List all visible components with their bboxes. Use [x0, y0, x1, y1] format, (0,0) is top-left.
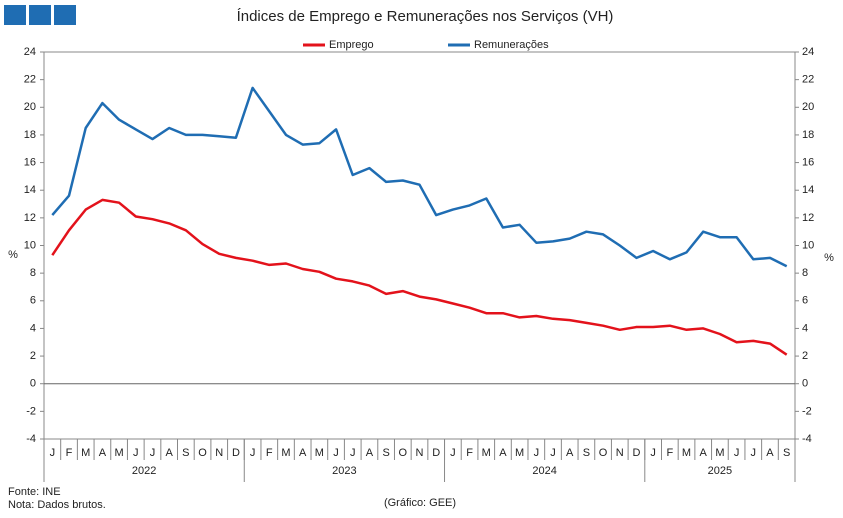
logo-block — [54, 5, 76, 25]
x-tick-label: A — [499, 447, 507, 459]
y-tick-label: -2 — [26, 405, 36, 417]
year-label: 2023 — [332, 465, 356, 477]
y2-tick-label: 10 — [802, 239, 814, 251]
x-tick-label: A — [165, 447, 173, 459]
x-tick-label: A — [700, 447, 708, 459]
y2-tick-label: -4 — [802, 433, 812, 445]
y2-tick-label: 22 — [802, 74, 814, 86]
y-tick-label: 10 — [24, 239, 36, 251]
note: Nota: Dados brutos. — [8, 499, 106, 511]
y-tick-label: 20 — [24, 101, 36, 113]
year-label: 2025 — [708, 465, 732, 477]
y-tick-label: 8 — [30, 267, 36, 279]
y2-tick-label: 18 — [802, 129, 814, 141]
series-line — [51, 86, 788, 268]
x-tick-label: A — [299, 447, 307, 459]
x-tick-label: J — [650, 447, 656, 459]
legend-label: Emprego — [329, 39, 374, 51]
x-tick-label: M — [115, 447, 124, 459]
x-tick-label: S — [583, 447, 590, 459]
x-tick-label: D — [632, 447, 640, 459]
y2-tick-label: 16 — [802, 156, 814, 168]
x-tick-label: S — [382, 447, 389, 459]
y2-tick-label: 4 — [802, 322, 808, 334]
y-tick-label: 6 — [30, 295, 36, 307]
y-tick-label: 16 — [24, 156, 36, 168]
source: Fonte: INE — [8, 486, 61, 498]
x-tick-label: M — [515, 447, 524, 459]
x-tick-label: M — [281, 447, 290, 459]
x-tick-label: F — [666, 447, 673, 459]
x-tick-label: J — [150, 447, 156, 459]
logo-block — [29, 5, 51, 25]
x-tick-label: J — [350, 447, 356, 459]
x-tick-label: O — [399, 447, 408, 459]
x-tick-label: J — [734, 447, 740, 459]
y2-tick-label: 12 — [802, 212, 814, 224]
x-tick-label: D — [432, 447, 440, 459]
y2-tick-label: 2 — [802, 350, 808, 362]
chart-title: Índices de Emprego e Remunerações nos Se… — [237, 8, 614, 25]
x-tick-label: A — [99, 447, 107, 459]
y-tick-label: 4 — [30, 322, 36, 334]
y-tick-label: 0 — [30, 378, 36, 390]
year-label: 2022 — [132, 465, 156, 477]
y-tick-label: 18 — [24, 129, 36, 141]
y-tick-label: 12 — [24, 212, 36, 224]
y2-tick-label: -2 — [802, 405, 812, 417]
x-tick-label: J — [250, 447, 256, 459]
x-tick-label: S — [783, 447, 790, 459]
x-tick-label: A — [366, 447, 374, 459]
x-tick-label: A — [766, 447, 774, 459]
x-tick-label: N — [416, 447, 424, 459]
year-label: 2024 — [532, 465, 556, 477]
y-tick-label: 2 — [30, 350, 36, 362]
x-tick-label: J — [450, 447, 456, 459]
legend-label: Remunerações — [474, 39, 549, 51]
x-tick-label: O — [599, 447, 608, 459]
y-tick-label: 14 — [24, 184, 36, 196]
x-tick-label: D — [232, 447, 240, 459]
credit: (Gráfico: GEE) — [384, 497, 456, 509]
x-tick-label: J — [133, 447, 139, 459]
y2-axis-label: % — [824, 252, 834, 264]
x-tick-label: N — [215, 447, 223, 459]
logo-block — [4, 5, 26, 25]
x-tick-label: F — [66, 447, 73, 459]
y2-tick-label: 14 — [802, 184, 814, 196]
y-axis-label: % — [8, 249, 18, 261]
x-tick-label: N — [616, 447, 624, 459]
series-line — [51, 198, 788, 356]
y-tick-label: 22 — [24, 74, 36, 86]
plot-frame — [43, 51, 796, 440]
x-tick-label: S — [182, 447, 189, 459]
x-tick-label: J — [550, 447, 556, 459]
y-tick-label: 24 — [24, 46, 36, 58]
x-tick-label: A — [566, 447, 574, 459]
x-tick-label: F — [466, 447, 473, 459]
x-tick-label: F — [266, 447, 273, 459]
x-tick-label: J — [50, 447, 56, 459]
x-tick-label: M — [81, 447, 90, 459]
x-tick-label: M — [682, 447, 691, 459]
y2-tick-label: 8 — [802, 267, 808, 279]
x-tick-label: J — [333, 447, 339, 459]
x-tick-label: M — [482, 447, 491, 459]
y2-tick-label: 24 — [802, 46, 814, 58]
x-tick-label: J — [751, 447, 757, 459]
y2-tick-label: 20 — [802, 101, 814, 113]
y2-tick-label: 6 — [802, 295, 808, 307]
x-tick-label: J — [534, 447, 540, 459]
x-tick-label: M — [315, 447, 324, 459]
x-tick-label: M — [715, 447, 724, 459]
y-tick-label: -4 — [26, 433, 36, 445]
x-tick-label: O — [198, 447, 207, 459]
y2-tick-label: 0 — [802, 378, 808, 390]
